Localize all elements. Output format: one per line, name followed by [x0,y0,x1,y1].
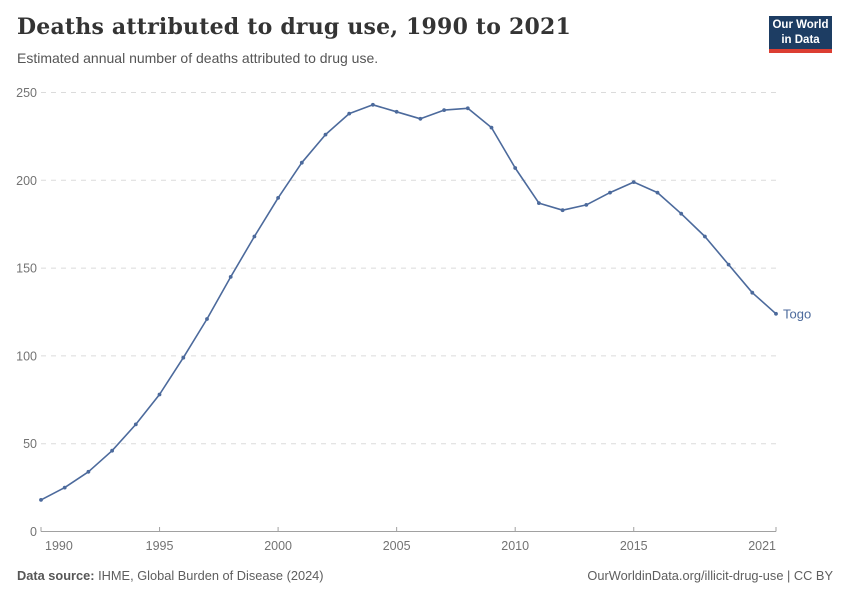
data-point[interactable] [157,392,162,397]
data-point[interactable] [205,317,209,321]
data-point[interactable] [394,109,399,114]
y-axis-tick-label: 200 [16,174,37,188]
data-point[interactable] [323,132,328,137]
data-point[interactable] [418,116,423,121]
y-axis-tick-label: 50 [23,437,37,451]
y-axis-tick-label: 0 [30,525,37,539]
data-point[interactable] [537,201,541,206]
chart-footer: Data source: IHME, Global Burden of Dise… [17,568,833,583]
data-point[interactable] [513,166,518,170]
x-axis-tick-label: 2015 [620,539,648,553]
data-point[interactable] [62,485,67,490]
data-point[interactable] [299,160,304,165]
data-point[interactable] [347,111,352,116]
data-point[interactable] [86,469,91,474]
data-source-value: IHME, Global Burden of Disease (2024) [94,568,324,583]
data-point[interactable] [371,102,375,107]
x-axis-tick-label: 2000 [264,539,292,553]
data-point[interactable] [442,108,446,112]
credit-link[interactable]: OurWorldinData.org/illicit-drug-use | CC… [587,568,833,583]
data-point[interactable] [133,422,138,427]
data-point[interactable] [608,190,612,195]
data-point[interactable] [465,106,470,111]
data-source-label: Data source: [17,568,95,583]
x-axis-tick-label: 1995 [146,539,174,553]
data-source-note: Data source: IHME, Global Burden of Dise… [17,568,324,583]
data-point[interactable] [276,196,280,200]
data-point[interactable] [560,208,565,213]
y-axis-tick-label: 150 [16,262,37,276]
data-point[interactable] [774,311,778,316]
data-point[interactable] [110,448,114,453]
data-point[interactable] [679,211,684,216]
data-point[interactable] [726,262,731,267]
series-end-label[interactable]: Togo [783,306,811,321]
data-point[interactable] [181,355,186,360]
x-axis-tick-label: 2010 [501,539,529,553]
series-line[interactable] [40,104,777,501]
owid-logo-line2: in Data [781,33,820,46]
data-point[interactable] [631,180,636,185]
data-point[interactable] [703,234,707,239]
owid-logo[interactable]: Our World in Data [769,16,832,53]
x-axis-tick-label: 1990 [45,539,73,553]
owid-logo-line1: Our World [772,19,829,32]
x-axis-tick-label: 2021 [748,539,776,553]
y-axis-tick-label: 100 [16,349,37,363]
x-axis-tick-label: 2005 [383,539,411,553]
data-point[interactable] [655,190,660,195]
data-point[interactable] [252,234,257,239]
chart-subtitle: Estimated annual number of deaths attrib… [17,50,379,66]
data-point[interactable] [228,275,233,279]
data-point[interactable] [584,203,589,207]
page-title: Deaths attributed to drug use, 1990 to 2… [17,14,572,40]
data-point[interactable] [39,498,43,502]
data-point[interactable] [750,290,755,295]
chart-header: Deaths attributed to drug use, 1990 to 2… [17,14,757,66]
y-axis-tick-label: 250 [16,86,37,100]
data-point[interactable] [489,125,494,130]
